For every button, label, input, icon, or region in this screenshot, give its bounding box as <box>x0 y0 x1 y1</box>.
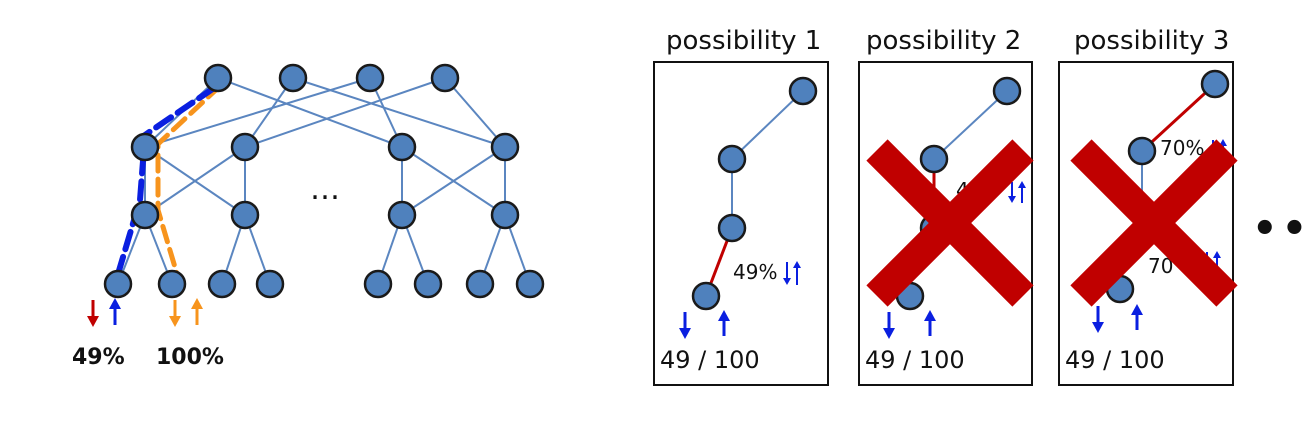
core-switch-1 <box>203 63 233 93</box>
right-leaf-percent: 100% <box>156 345 224 370</box>
panel-1-ratio: 49 / 100 <box>660 346 760 374</box>
tree-nodes <box>103 63 545 299</box>
left-leaf-percent: 49% <box>72 345 125 370</box>
tree-middle-ellipsis: … <box>310 172 342 207</box>
panel-2-title: possibility 2 <box>866 26 1022 56</box>
p1-node-host <box>691 281 721 311</box>
p1-node-3 <box>717 213 747 243</box>
p2-down-arrow-icon <box>883 312 895 339</box>
orange-path <box>155 83 223 277</box>
blue-up-arrow-icon <box>109 298 121 325</box>
edge-switch-4 <box>490 200 520 230</box>
p1-down-arrow-icon <box>679 312 691 339</box>
host-4 <box>255 269 285 299</box>
p1-up-arrow-icon <box>718 310 730 336</box>
panel-possibility-1 <box>653 61 829 386</box>
panel-1-title: possibility 1 <box>666 26 822 56</box>
p2-node-host <box>895 281 925 311</box>
p3-node-2 <box>1127 136 1157 166</box>
core-switch-4 <box>430 63 460 93</box>
orange-down-arrow-icon <box>169 300 181 327</box>
orange-up-arrow-icon <box>191 298 203 325</box>
host-3 <box>207 269 237 299</box>
agg-switch-4 <box>490 132 520 162</box>
panel-3-ratio: 49 / 100 <box>1065 346 1165 374</box>
p3-node-host <box>1105 274 1135 304</box>
p2-node-3 <box>919 213 949 243</box>
edge-switch-3 <box>387 200 417 230</box>
p1-node-top <box>788 76 818 106</box>
panel-3-title: possibility 3 <box>1074 26 1230 56</box>
panel-3-link-label-top: 70% <box>1160 136 1205 160</box>
p1-link-arrows-icon <box>783 261 801 285</box>
edge-switch-2 <box>230 200 260 230</box>
agg-switch-3 <box>387 132 417 162</box>
panel-1-link-label: 49% <box>733 260 778 284</box>
blue-path <box>115 85 217 277</box>
more-possibilities-indicator: ••• <box>1252 206 1316 252</box>
host-7 <box>465 269 495 299</box>
p2-link-arrows-icon <box>1008 181 1026 203</box>
p3-link-arrows-top-icon <box>1209 139 1227 161</box>
agg-switch-2 <box>230 132 260 162</box>
core-switch-3 <box>355 63 385 93</box>
p3-down-arrow-icon <box>1092 306 1104 333</box>
panel-possibility-3 <box>1058 61 1234 386</box>
p2-up-arrow-icon <box>924 310 936 336</box>
host-5 <box>363 269 393 299</box>
p2-node-2 <box>919 144 949 174</box>
p3-link-arrows-bottom-icon <box>1203 251 1221 273</box>
p3-up-arrow-icon <box>1131 304 1143 330</box>
panel-possibility-2 <box>858 61 1033 386</box>
p1-node-2 <box>717 144 747 174</box>
panel-2-ratio: 49 / 100 <box>865 346 965 374</box>
host-2 <box>157 269 187 299</box>
panel-3-link-label-bottom: 70 <box>1148 254 1174 278</box>
host-6 <box>413 269 443 299</box>
p3-node-top <box>1200 69 1230 99</box>
core-switch-2 <box>278 63 308 93</box>
host-1 <box>103 269 133 299</box>
agg-switch-1 <box>130 132 160 162</box>
left-host-arrows <box>87 298 203 327</box>
p2-node-top <box>992 76 1022 106</box>
host-8 <box>515 269 545 299</box>
red-down-arrow-icon <box>87 300 99 327</box>
edge-switch-1 <box>130 200 160 230</box>
panel-2-link-label: 4 <box>956 178 969 202</box>
